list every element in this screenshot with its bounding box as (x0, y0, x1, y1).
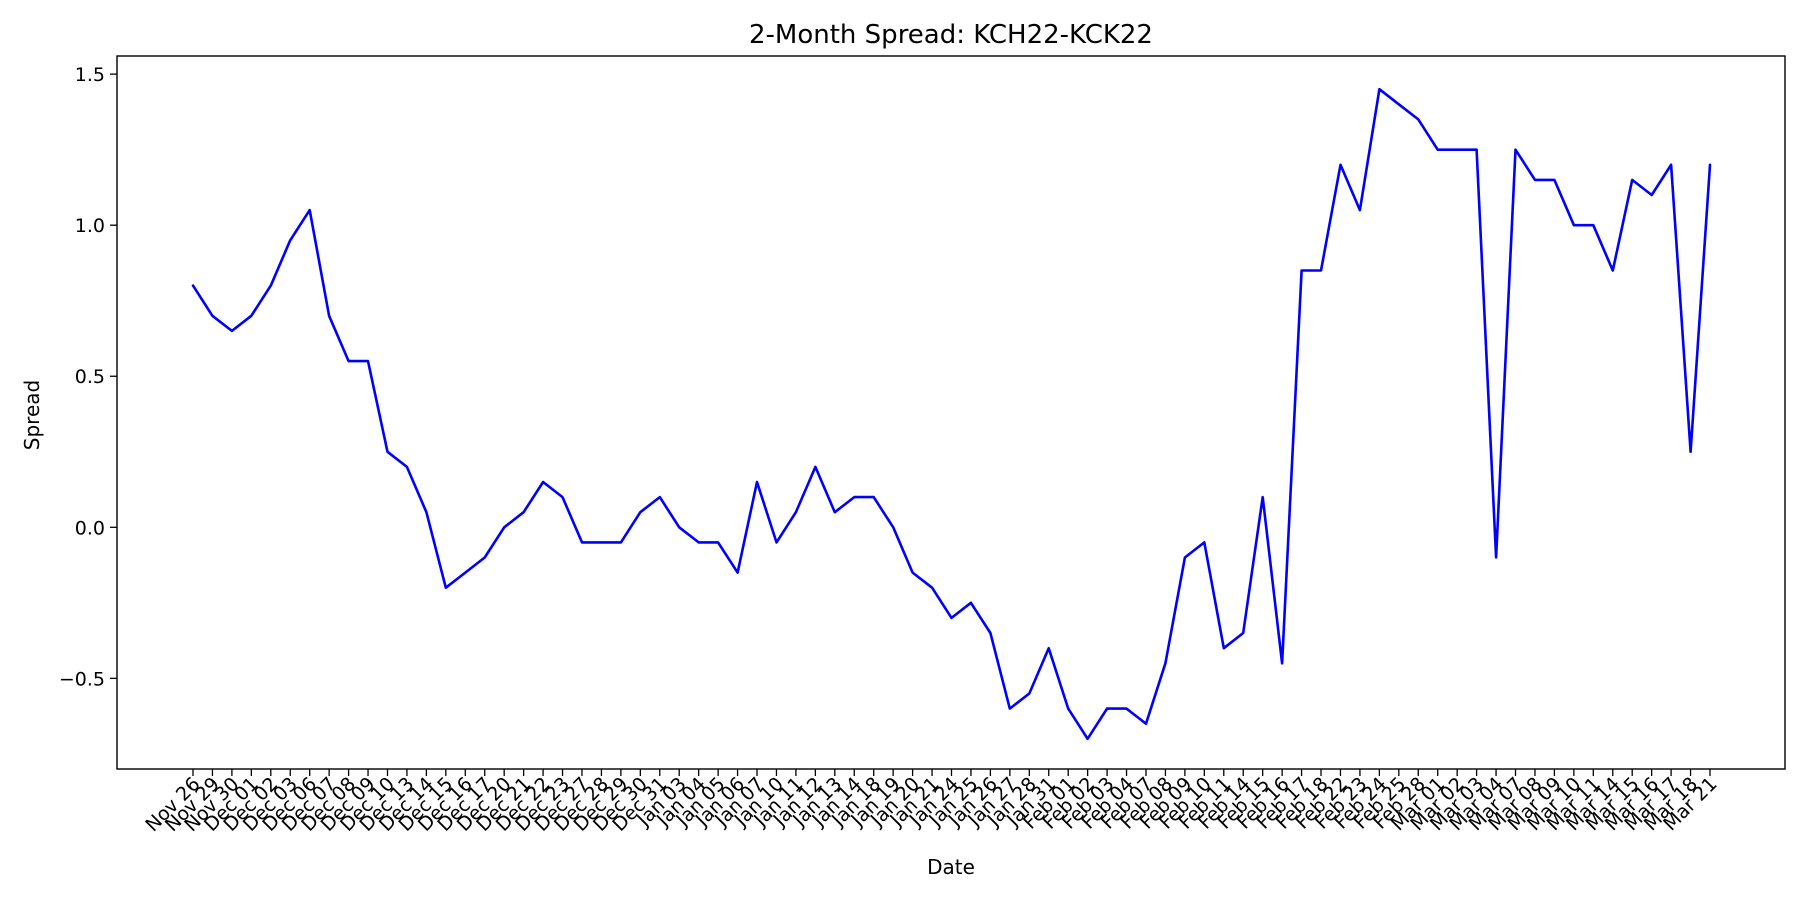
y-tick-label: 1.5 (75, 64, 105, 86)
plot-frame (116, 55, 1786, 770)
y-tick-label: 0.0 (75, 517, 105, 539)
y-axis: −0.5 0.0 0.5 1.0 1.5 (59, 64, 117, 690)
y-axis-label: Spread (20, 380, 44, 450)
series-group (191, 87, 1712, 741)
y-tick-label: 1.0 (75, 215, 105, 237)
chart-title: 2-Month Spread: KCH22-KCK22 (749, 20, 1153, 50)
series-line (191, 87, 1712, 741)
y-tick-label: 0.5 (75, 366, 105, 388)
y-tick-label: −0.5 (59, 668, 105, 690)
x-axis-label: Date (927, 855, 975, 879)
